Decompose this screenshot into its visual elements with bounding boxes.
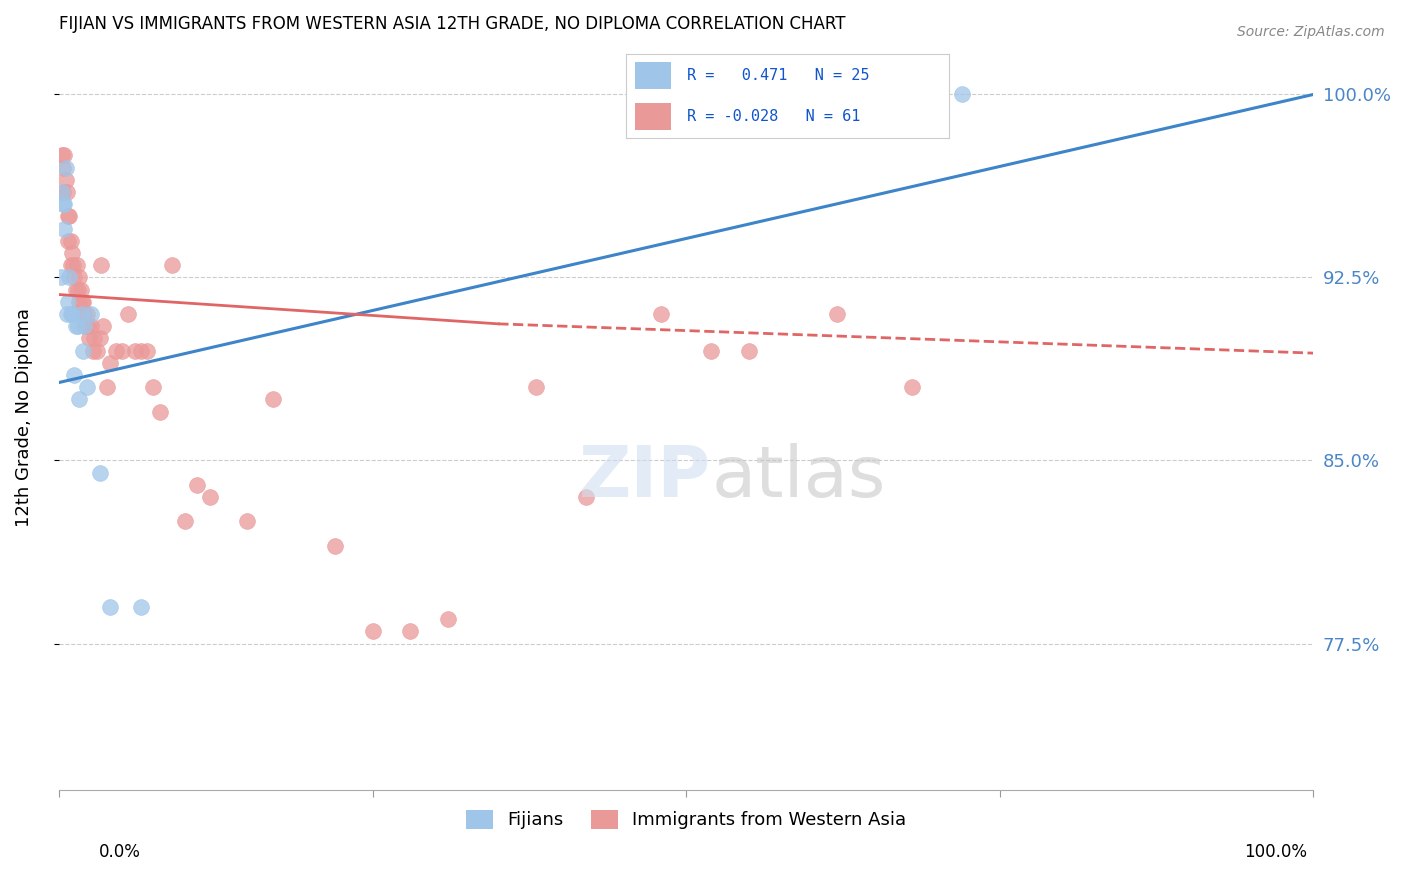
Point	[96, 380, 118, 394]
Point	[69, 283, 91, 297]
Point	[72, 343, 94, 358]
Point	[69, 294, 91, 309]
Text: 0.0%: 0.0%	[98, 843, 141, 861]
Point	[67, 319, 90, 334]
Point	[69, 270, 91, 285]
Point	[186, 478, 208, 492]
Point	[76, 307, 98, 321]
Point	[52, 197, 75, 211]
Point	[236, 515, 259, 529]
Point	[59, 307, 82, 321]
Point	[51, 148, 73, 162]
Point	[399, 624, 422, 639]
Legend: Fijians, Immigrants from Western Asia: Fijians, Immigrants from Western Asia	[458, 803, 914, 837]
Point	[53, 221, 76, 235]
Point	[149, 405, 172, 419]
Point	[124, 343, 146, 358]
Point	[49, 270, 72, 285]
Point	[173, 515, 195, 529]
Point	[59, 258, 82, 272]
Point	[80, 307, 103, 321]
Text: R =   0.471   N = 25: R = 0.471 N = 25	[688, 68, 870, 83]
Text: atlas: atlas	[711, 442, 886, 512]
Text: R = -0.028   N = 61: R = -0.028 N = 61	[688, 109, 860, 124]
Point	[52, 161, 75, 175]
Point	[60, 246, 83, 260]
Point	[437, 612, 460, 626]
Point	[53, 148, 76, 162]
Point	[91, 319, 114, 334]
Point	[825, 307, 848, 321]
Point	[66, 258, 89, 272]
Point	[73, 307, 96, 321]
Point	[262, 392, 284, 407]
Point	[80, 319, 103, 334]
Point	[67, 283, 90, 297]
Point	[56, 294, 79, 309]
Point	[104, 343, 127, 358]
Point	[53, 197, 76, 211]
Point	[77, 319, 100, 334]
Point	[323, 539, 346, 553]
Point	[70, 294, 93, 309]
Point	[129, 343, 152, 358]
Point	[98, 356, 121, 370]
Point	[56, 185, 79, 199]
Point	[524, 380, 547, 394]
Point	[76, 380, 98, 394]
Text: FIJIAN VS IMMIGRANTS FROM WESTERN ASIA 12TH GRADE, NO DIPLOMA CORRELATION CHART: FIJIAN VS IMMIGRANTS FROM WESTERN ASIA 1…	[59, 15, 846, 33]
Point	[58, 210, 80, 224]
Text: Source: ZipAtlas.com: Source: ZipAtlas.com	[1237, 25, 1385, 39]
Point	[90, 258, 112, 272]
Point	[129, 599, 152, 614]
Point	[72, 294, 94, 309]
Point	[75, 319, 97, 334]
Point	[901, 380, 924, 394]
Point	[111, 343, 134, 358]
Point	[89, 466, 111, 480]
Point	[83, 331, 105, 345]
Point	[79, 331, 101, 345]
Point	[58, 270, 80, 285]
FancyBboxPatch shape	[636, 103, 671, 130]
Point	[361, 624, 384, 639]
Point	[51, 185, 73, 199]
Point	[162, 258, 184, 272]
Point	[89, 331, 111, 345]
Point	[62, 258, 84, 272]
Point	[56, 307, 79, 321]
FancyBboxPatch shape	[636, 62, 671, 89]
Point	[117, 307, 139, 321]
Text: 100.0%: 100.0%	[1244, 843, 1308, 861]
Point	[738, 343, 761, 358]
Point	[56, 210, 79, 224]
Point	[63, 270, 86, 285]
Point	[950, 87, 973, 102]
Text: ZIP: ZIP	[579, 442, 711, 512]
Point	[70, 307, 93, 321]
Point	[69, 392, 91, 407]
Point	[86, 343, 108, 358]
Point	[52, 185, 75, 199]
Point	[650, 307, 672, 321]
Point	[55, 161, 77, 175]
Point	[98, 599, 121, 614]
Point	[700, 343, 723, 358]
Point	[198, 490, 221, 504]
Point	[575, 490, 598, 504]
Point	[82, 343, 104, 358]
Point	[55, 173, 77, 187]
Point	[63, 368, 86, 383]
Point	[136, 343, 159, 358]
Y-axis label: 12th Grade, No Diploma: 12th Grade, No Diploma	[15, 309, 32, 527]
Point	[838, 87, 860, 102]
Point	[60, 307, 83, 321]
Point	[65, 319, 87, 334]
Point	[59, 234, 82, 248]
Point	[142, 380, 165, 394]
Point	[73, 319, 96, 334]
Point	[56, 234, 79, 248]
Point	[65, 283, 87, 297]
